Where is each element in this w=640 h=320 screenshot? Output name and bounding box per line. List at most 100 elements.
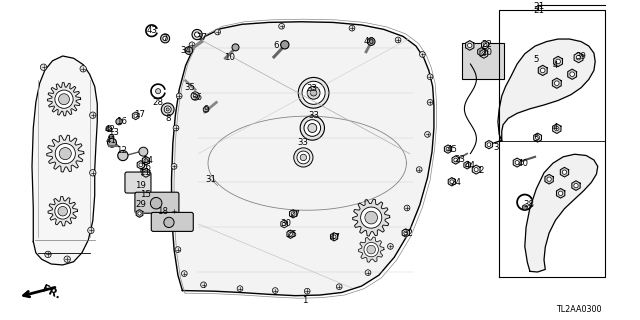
Circle shape [487, 143, 491, 147]
Circle shape [291, 212, 295, 216]
Polygon shape [464, 161, 470, 169]
Circle shape [349, 25, 355, 31]
Circle shape [232, 44, 239, 51]
Text: 11: 11 [139, 168, 150, 177]
Text: 26: 26 [140, 163, 152, 172]
Polygon shape [538, 65, 547, 76]
Circle shape [367, 38, 375, 45]
Text: 35: 35 [184, 83, 195, 92]
Circle shape [144, 159, 148, 163]
Circle shape [555, 126, 559, 131]
Bar [462, 43, 504, 79]
Circle shape [172, 164, 177, 169]
Text: 5: 5 [534, 134, 539, 143]
Circle shape [570, 72, 575, 76]
Text: 32: 32 [403, 229, 414, 238]
Text: 5: 5 [534, 55, 539, 64]
Circle shape [365, 211, 378, 224]
Circle shape [446, 147, 450, 151]
Circle shape [305, 288, 310, 294]
Circle shape [139, 147, 148, 156]
Circle shape [185, 47, 193, 54]
Text: 1: 1 [302, 296, 307, 305]
Circle shape [108, 127, 110, 130]
Circle shape [404, 231, 408, 235]
Text: 40: 40 [518, 159, 529, 168]
Circle shape [201, 282, 206, 288]
Polygon shape [448, 178, 456, 186]
Circle shape [237, 286, 243, 292]
Circle shape [482, 52, 486, 56]
Circle shape [55, 90, 73, 108]
Circle shape [576, 55, 581, 60]
Text: 21: 21 [534, 2, 545, 11]
Text: 13: 13 [108, 128, 120, 137]
Circle shape [139, 163, 143, 167]
Text: 43: 43 [146, 26, 157, 35]
Circle shape [280, 41, 289, 49]
Circle shape [563, 170, 566, 174]
Circle shape [175, 247, 181, 252]
Polygon shape [481, 41, 489, 49]
Circle shape [45, 251, 51, 258]
Circle shape [396, 37, 401, 43]
Text: 33: 33 [298, 138, 309, 147]
Text: 23: 23 [454, 156, 465, 164]
Text: 4: 4 [553, 124, 558, 132]
Circle shape [307, 86, 320, 99]
Circle shape [468, 43, 472, 48]
Text: 7: 7 [163, 34, 168, 43]
Circle shape [109, 134, 114, 140]
Polygon shape [358, 237, 384, 262]
Circle shape [304, 120, 321, 136]
Polygon shape [142, 168, 150, 177]
Text: 47: 47 [330, 233, 341, 242]
Circle shape [428, 74, 433, 80]
Circle shape [55, 203, 70, 219]
Circle shape [116, 118, 122, 125]
Circle shape [404, 205, 410, 211]
Circle shape [474, 168, 478, 172]
Polygon shape [525, 154, 598, 272]
Circle shape [88, 227, 94, 234]
Text: 27: 27 [289, 210, 300, 219]
Circle shape [536, 136, 540, 140]
Polygon shape [444, 145, 452, 153]
Polygon shape [281, 220, 287, 228]
Polygon shape [47, 135, 84, 172]
Circle shape [106, 126, 112, 132]
Circle shape [279, 23, 285, 29]
Text: 12: 12 [116, 146, 127, 155]
Polygon shape [480, 49, 488, 58]
Circle shape [164, 106, 172, 113]
FancyBboxPatch shape [125, 172, 151, 193]
Circle shape [195, 32, 200, 37]
Text: 29: 29 [136, 200, 146, 209]
Polygon shape [142, 156, 150, 165]
Circle shape [58, 206, 67, 216]
Text: 16: 16 [116, 117, 127, 126]
Circle shape [193, 94, 197, 98]
Circle shape [204, 107, 209, 112]
Circle shape [138, 212, 141, 215]
Circle shape [450, 180, 454, 184]
Circle shape [55, 143, 76, 164]
Text: 9: 9 [204, 105, 209, 114]
Circle shape [559, 191, 563, 196]
Text: 39: 39 [576, 52, 586, 61]
Circle shape [182, 271, 188, 276]
Text: 3: 3 [493, 143, 499, 152]
Text: 18: 18 [157, 207, 168, 216]
Circle shape [215, 29, 220, 35]
Polygon shape [477, 48, 485, 56]
Circle shape [90, 170, 96, 176]
Circle shape [454, 158, 458, 162]
Text: 46: 46 [363, 37, 374, 46]
Text: 45: 45 [446, 145, 458, 154]
Circle shape [547, 177, 551, 181]
Circle shape [302, 81, 325, 104]
Circle shape [144, 171, 148, 175]
Circle shape [150, 197, 162, 209]
Circle shape [192, 29, 202, 40]
Polygon shape [572, 181, 580, 190]
